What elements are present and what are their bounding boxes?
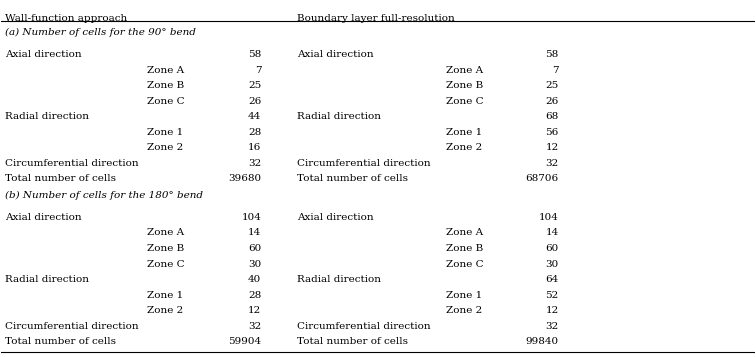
Text: 104: 104 [241,213,262,222]
Text: Radial direction: Radial direction [5,112,89,121]
Text: Zone A: Zone A [147,66,184,75]
Text: Zone 2: Zone 2 [446,143,482,152]
Text: Zone B: Zone B [446,81,483,90]
Text: 12: 12 [248,306,262,315]
Text: 60: 60 [546,244,559,253]
Text: 40: 40 [248,275,262,284]
Text: Total number of cells: Total number of cells [297,337,408,346]
Text: 52: 52 [546,291,559,300]
Text: Zone 1: Zone 1 [446,291,482,300]
Text: Zone 1: Zone 1 [147,291,183,300]
Text: Radial direction: Radial direction [5,275,89,284]
Text: 26: 26 [546,97,559,106]
Text: Total number of cells: Total number of cells [297,174,408,183]
Text: Zone 1: Zone 1 [147,127,183,137]
Text: Zone 2: Zone 2 [147,143,183,152]
Text: 7: 7 [552,66,559,75]
Text: 64: 64 [546,275,559,284]
Text: 99840: 99840 [525,337,559,346]
Text: 44: 44 [248,112,262,121]
Text: Zone C: Zone C [446,97,483,106]
Text: 58: 58 [248,50,262,59]
Text: Zone A: Zone A [446,66,483,75]
Text: 7: 7 [255,66,262,75]
Text: Radial direction: Radial direction [297,275,382,284]
Text: Zone 2: Zone 2 [446,306,482,315]
Text: 30: 30 [546,260,559,268]
Text: 25: 25 [248,81,262,90]
Text: 28: 28 [248,127,262,137]
Text: Zone B: Zone B [446,244,483,253]
Text: 14: 14 [546,228,559,237]
Text: Axial direction: Axial direction [5,213,82,222]
Text: 68: 68 [546,112,559,121]
Text: Zone A: Zone A [446,228,483,237]
Text: 58: 58 [546,50,559,59]
Text: Circumferential direction: Circumferential direction [5,159,139,168]
Text: 12: 12 [546,143,559,152]
Text: (b) Number of cells for the 180° bend: (b) Number of cells for the 180° bend [5,191,203,200]
Text: Total number of cells: Total number of cells [5,174,116,183]
Text: Circumferential direction: Circumferential direction [297,159,431,168]
Text: 32: 32 [248,322,262,331]
Text: 32: 32 [546,159,559,168]
Text: Wall-function approach: Wall-function approach [5,14,128,23]
Text: Total number of cells: Total number of cells [5,337,116,346]
Text: 30: 30 [248,260,262,268]
Text: Axial direction: Axial direction [297,213,374,222]
Text: 32: 32 [248,159,262,168]
Text: Zone C: Zone C [147,260,184,268]
Text: Zone 2: Zone 2 [147,306,183,315]
Text: 12: 12 [546,306,559,315]
Text: Zone C: Zone C [446,260,483,268]
Text: Axial direction: Axial direction [5,50,82,59]
Text: 60: 60 [248,244,262,253]
Text: 28: 28 [248,291,262,300]
Text: 32: 32 [546,322,559,331]
Text: Zone B: Zone B [147,244,184,253]
Text: 16: 16 [248,143,262,152]
Text: 104: 104 [539,213,559,222]
Text: Zone C: Zone C [147,97,184,106]
Text: Zone B: Zone B [147,81,184,90]
Text: 68706: 68706 [525,174,559,183]
Text: Circumferential direction: Circumferential direction [5,322,139,331]
Text: 25: 25 [546,81,559,90]
Text: Axial direction: Axial direction [297,50,374,59]
Text: Circumferential direction: Circumferential direction [297,322,431,331]
Text: 56: 56 [546,127,559,137]
Text: 26: 26 [248,97,262,106]
Text: 14: 14 [248,228,262,237]
Text: Radial direction: Radial direction [297,112,382,121]
Text: (a) Number of cells for the 90° bend: (a) Number of cells for the 90° bend [5,28,196,37]
Text: Zone 1: Zone 1 [446,127,482,137]
Text: Boundary layer full-resolution: Boundary layer full-resolution [297,14,455,23]
Text: 39680: 39680 [228,174,262,183]
Text: Zone A: Zone A [147,228,184,237]
Text: 59904: 59904 [228,337,262,346]
